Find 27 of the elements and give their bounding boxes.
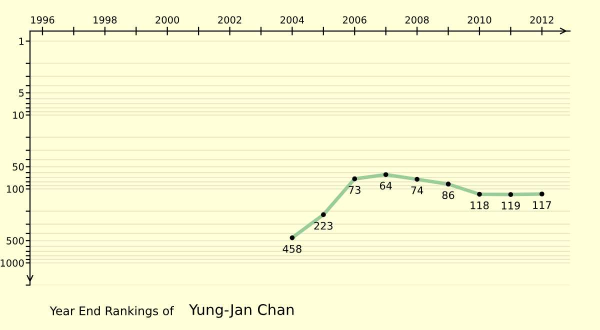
x-tick-label: 2012 [530,16,554,24]
x-tick-label: 1998 [94,16,117,24]
x-tick-label: 2006 [342,16,366,24]
data-label: 119 [502,202,520,210]
y-tick-label: 1 [19,38,24,45]
data-label: 74 [411,186,424,194]
data-label: 117 [533,201,551,209]
x-tick-label: 2004 [280,16,304,24]
text: Year End Rankings of [50,306,174,318]
y-tick-label: 500 [6,237,24,244]
data-label: 73 [348,186,360,194]
y-tick-label: 1000 [0,259,24,267]
y-tick-label: 100 [6,185,24,193]
y-tick-label: 10 [13,112,24,119]
data-label: 86 [442,191,454,200]
x-tick-label: 2010 [468,16,492,24]
x-tick-label: 2002 [218,16,242,24]
x-tick-label: 2000 [156,16,180,24]
x-tick-label: 2008 [405,16,429,24]
data-label: 118 [470,201,489,210]
x-tick-label: 1996 [31,16,54,24]
text: Yung-Jan Chan [188,304,294,318]
y-tick-label: 50 [12,163,24,171]
data-label: 223 [314,222,333,230]
data-label: 458 [282,244,302,253]
y-tick-label: 5 [19,89,24,97]
data-label: 64 [380,182,392,190]
